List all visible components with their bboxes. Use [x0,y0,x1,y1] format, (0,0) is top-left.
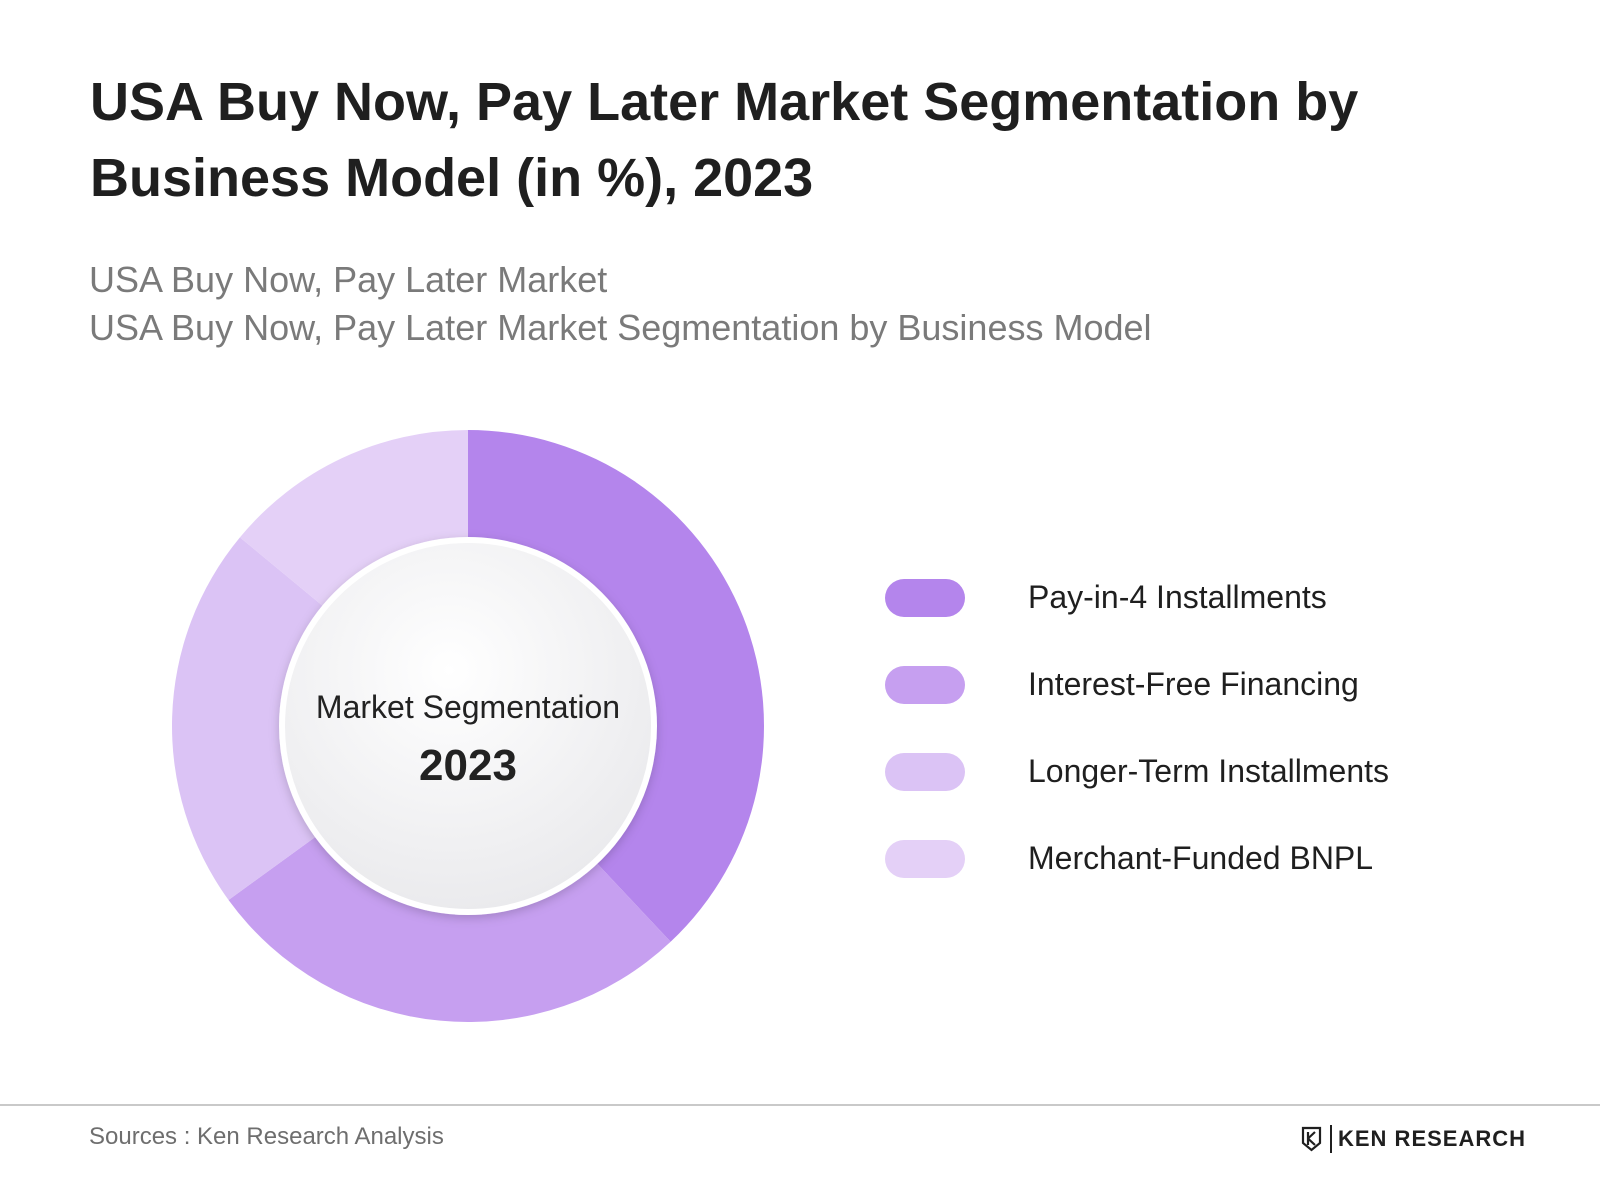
legend-item-merchant-funded: Merchant-Funded BNPL [885,838,1525,878]
legend-swatch [885,840,965,878]
legend-swatch [885,579,965,617]
legend-label: Pay-in-4 Installments [1028,579,1327,615]
chart-title: USA Buy Now, Pay Later Market Segmentati… [90,72,1359,208]
legend-label: Interest-Free Financing [1028,666,1359,702]
legend-item-interest-free: Interest-Free Financing [885,664,1525,704]
donut-center-year: 2023 [419,741,517,790]
donut-slice-merchant-funded-bnpl [239,430,468,608]
sources-note: Sources : Ken Research Analysis [89,1123,444,1150]
chart-subtitle-line-2: USA Buy Now, Pay Later Market Segmentati… [89,307,1152,348]
legend-item-pay-in-4: Pay-in-4 Installments [885,577,1525,617]
brand-name: KEN RESEARCH [1330,1125,1526,1153]
donut-center-disc [279,537,657,915]
chart-subtitle-line-1: USA Buy Now, Pay Later Market [89,259,608,300]
legend-item-longer-term: Longer-Term Installments [885,751,1525,791]
legend-label: Merchant-Funded BNPL [1028,840,1374,876]
donut-slices [172,430,764,1022]
ken-research-logo-icon [1301,1126,1322,1152]
brand-logo: KEN RESEARCH [1300,1124,1526,1154]
donut-center-label: Market Segmentation [315,689,621,725]
donut-slice-interest-free-financing [228,835,671,1022]
legend-label: Longer-Term Installments [1028,753,1390,789]
donut-slice-pay-in-4-installments [468,430,764,942]
donut-slice-longer-term-installments [172,537,325,900]
legend-swatch [885,753,965,791]
legend-swatch [885,666,965,704]
footer-divider [0,1104,1600,1106]
